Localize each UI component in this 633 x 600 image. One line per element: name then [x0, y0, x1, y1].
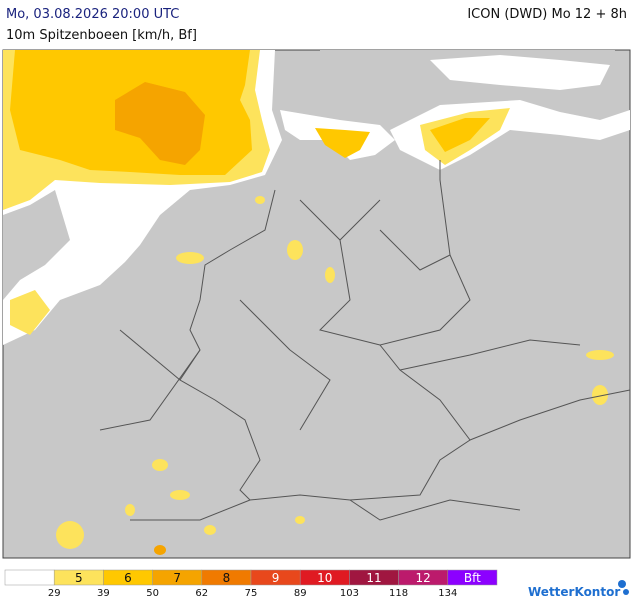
map [2, 49, 631, 559]
gust-area [315, 128, 370, 158]
parameter: 10m Spitzenboeen [km/h, Bf] [6, 28, 197, 43]
legend-threshold: 50 [146, 588, 159, 599]
legend-bft: 10 [317, 571, 332, 585]
legend-bft: Bft [464, 571, 481, 585]
brand: WetterKontor [528, 585, 620, 599]
brand-icon [618, 580, 629, 595]
legend-threshold: 103 [340, 588, 359, 599]
datetime: Mo, 03.08.2026 20:00 UTC [6, 7, 179, 22]
legend-threshold: 39 [97, 588, 110, 599]
legend-bft: 12 [416, 571, 431, 585]
gust-area [115, 82, 205, 165]
legend-bft: 8 [223, 571, 231, 585]
legend-threshold: 62 [195, 588, 208, 599]
legend-bft: 9 [272, 571, 280, 585]
legend-threshold: 29 [48, 588, 61, 599]
legend-threshold: 134 [438, 588, 457, 599]
sea [430, 55, 610, 90]
legend-threshold: 89 [294, 588, 307, 599]
land [3, 190, 70, 300]
legend-threshold: 118 [389, 588, 408, 599]
legend-bft: 5 [75, 571, 83, 585]
gust-cell [154, 545, 166, 555]
legend-bft: 11 [366, 571, 381, 585]
gust-area [430, 118, 490, 152]
borders [99, 160, 631, 521]
legend-swatch [447, 569, 498, 586]
gust-cells [56, 196, 614, 549]
legend-swatch [4, 569, 55, 586]
gust-area [10, 290, 50, 335]
legend-bft: 6 [124, 571, 132, 585]
legend-threshold: 75 [245, 588, 258, 599]
model-run: ICON (DWD) Mo 12 + 8h [467, 7, 627, 22]
legend-bft: 7 [173, 571, 181, 585]
